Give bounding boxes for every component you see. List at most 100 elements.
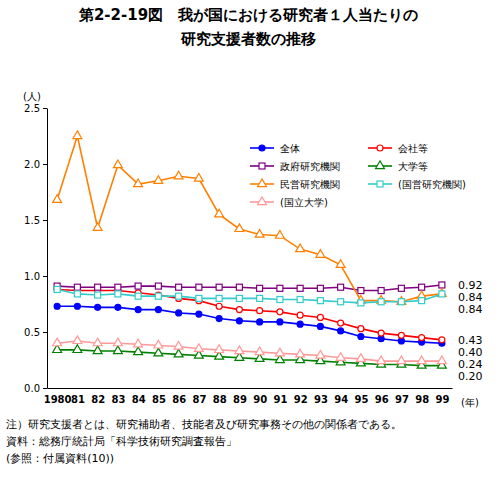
marker [297, 285, 303, 291]
marker [378, 299, 384, 305]
marker [73, 345, 82, 353]
x-tick-label: 92 [294, 394, 308, 405]
series [54, 286, 445, 305]
marker [196, 284, 202, 290]
series [53, 345, 447, 368]
x-tick: 83 [111, 394, 125, 405]
marker [439, 337, 445, 343]
x-tick-label: 91 [273, 394, 287, 405]
marker [317, 314, 323, 320]
x-tick: 84 [132, 394, 146, 405]
marker [316, 350, 325, 358]
marker [257, 319, 263, 325]
marker [196, 295, 202, 301]
marker [95, 292, 101, 298]
marker [417, 356, 426, 364]
marker [257, 285, 263, 291]
marker [176, 310, 182, 316]
marker [113, 160, 122, 168]
marker [439, 291, 445, 297]
series [53, 131, 447, 304]
legend-marker [376, 161, 385, 169]
x-tick: 1980 [44, 394, 72, 405]
marker [275, 348, 284, 356]
y-axis-title: (人) [23, 91, 41, 102]
marker [196, 311, 202, 317]
marker [378, 330, 384, 336]
x-tick-label: 97 [395, 394, 409, 405]
marker [54, 286, 60, 292]
x-tick: 96 [375, 394, 389, 405]
marker [398, 299, 404, 305]
marker [216, 295, 222, 301]
x-tick: 92 [294, 394, 308, 405]
marker [216, 303, 222, 309]
y-tick-label: 0.0 [24, 383, 40, 394]
marker [74, 303, 80, 309]
legend-marker [259, 163, 265, 169]
legend-item: (国営研究機関) [368, 179, 466, 190]
marker [216, 284, 222, 290]
marker [358, 326, 364, 332]
marker [419, 284, 425, 290]
marker [296, 244, 305, 252]
marker [113, 346, 122, 354]
x-tick: 82 [91, 394, 105, 405]
legend-label: (国営研究機関) [398, 179, 466, 190]
marker [95, 304, 101, 310]
marker [338, 328, 344, 334]
marker [397, 297, 406, 305]
marker [115, 284, 121, 290]
marker [154, 340, 163, 348]
marker [377, 356, 386, 364]
x-tick: 99 [435, 394, 449, 405]
marker [53, 338, 62, 346]
y-tick-label: 2.5 [24, 103, 40, 114]
marker [93, 223, 102, 231]
series [54, 282, 445, 294]
x-tick-label: 88 [213, 394, 227, 405]
y-tick: 0.5 [24, 327, 47, 338]
series [54, 286, 445, 342]
marker [296, 349, 305, 357]
marker [194, 344, 203, 352]
marker [336, 260, 345, 268]
x-tick-label: 87 [192, 394, 206, 405]
marker [74, 284, 80, 290]
legend-item: (国立大学) [250, 197, 328, 208]
marker [215, 209, 224, 217]
legend-label: 政府研究機関 [280, 161, 340, 172]
x-tick: 95 [354, 394, 368, 405]
legend-item: 政府研究機関 [250, 161, 340, 172]
x-tick-label: 84 [132, 394, 146, 405]
x-tick-label: 93 [314, 394, 328, 405]
marker [176, 284, 182, 290]
marker [194, 173, 203, 181]
x-tick-label: 95 [354, 394, 368, 405]
marker [235, 224, 244, 232]
marker [398, 285, 404, 291]
marker [113, 338, 122, 346]
marker [135, 307, 141, 313]
marker [358, 288, 364, 294]
x-tick-label: 1980 [44, 394, 72, 405]
marker [257, 295, 263, 301]
marker [154, 176, 163, 184]
marker [135, 293, 141, 299]
legend-item: 民営研究機関 [250, 179, 340, 190]
marker [115, 291, 121, 297]
y-tick: 1.0 [24, 271, 47, 282]
marker [398, 332, 404, 338]
y-axis: 0.00.51.01.52.02.5 [24, 103, 47, 394]
marker [155, 283, 161, 289]
x-tick-label: 81 [71, 394, 85, 405]
x-tick-label: 94 [334, 394, 348, 405]
line [57, 136, 442, 302]
title: 第2-2-19図 我が国における研究者１人当たりの [78, 6, 418, 24]
note: 資料：総務庁統計局「科学技術研究調査報告」 [6, 435, 237, 448]
line [57, 289, 442, 339]
marker [338, 299, 344, 305]
marker [174, 349, 183, 357]
marker [74, 291, 80, 297]
x-axis-line [48, 388, 453, 389]
